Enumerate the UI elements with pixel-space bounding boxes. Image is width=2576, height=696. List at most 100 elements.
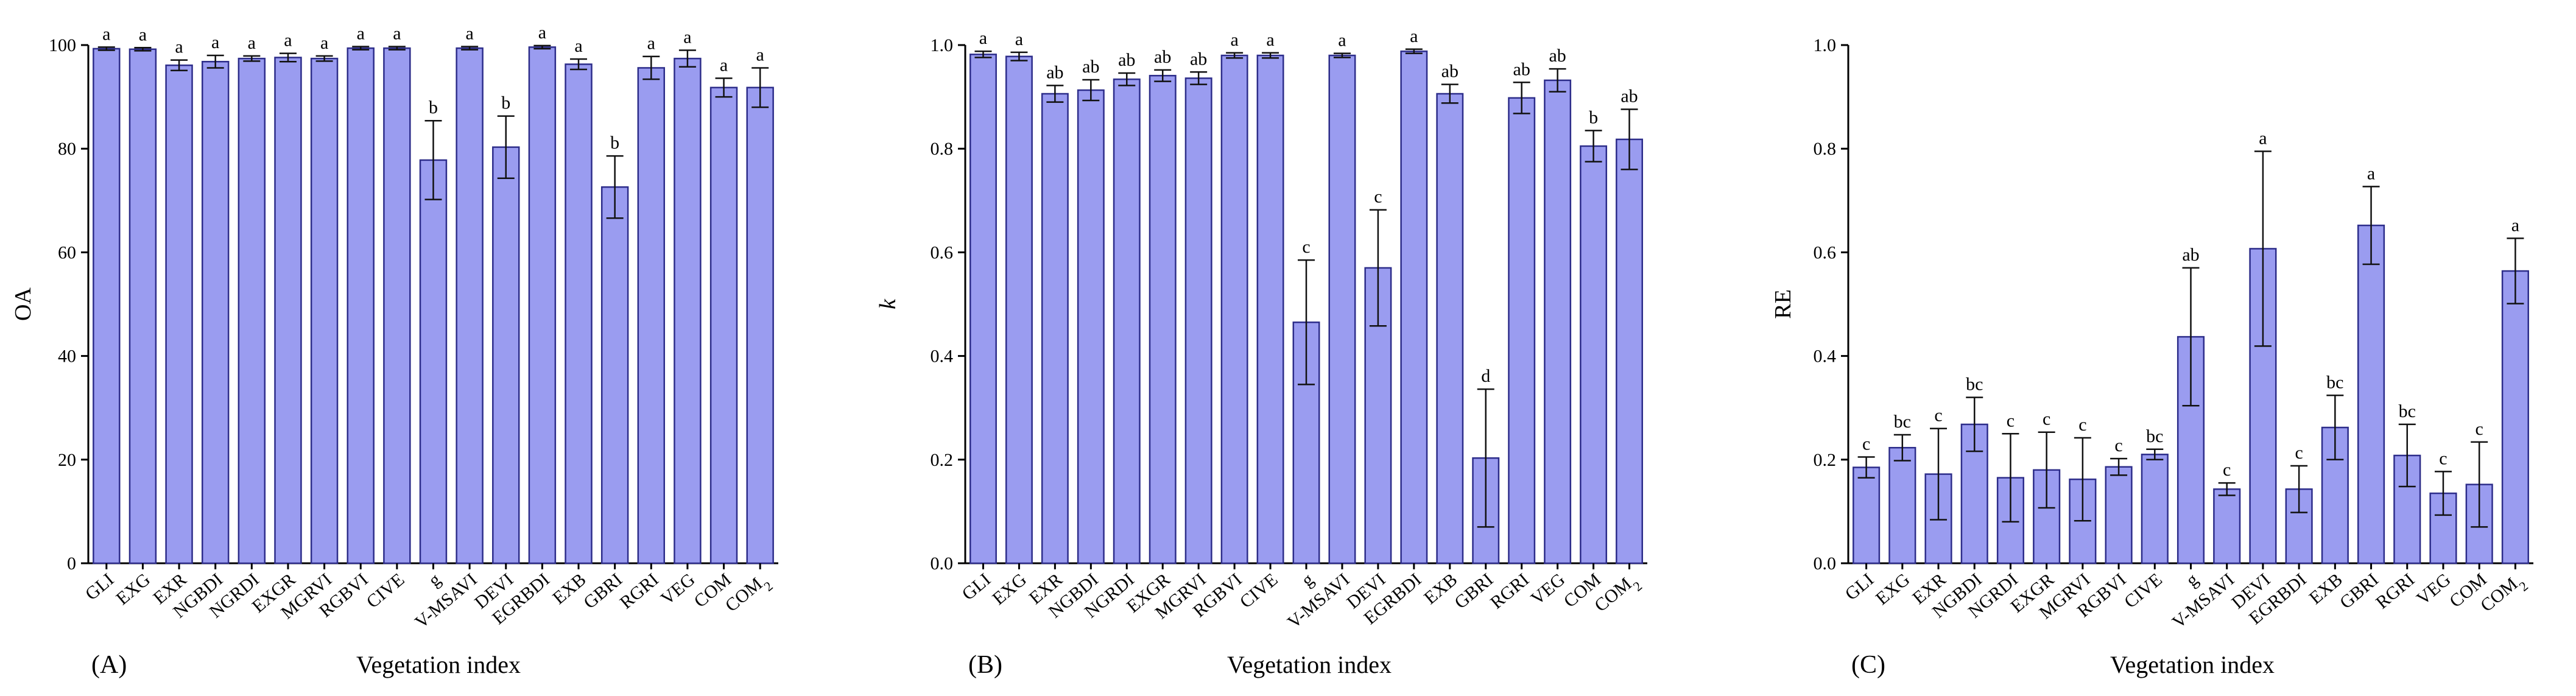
significance-letter: b — [429, 97, 438, 118]
bar — [1436, 93, 1464, 564]
chart-panel-1: 020406080100aGLIaEXGaEXRaNGBDIaNGRDIaEXG… — [10, 23, 778, 679]
bar — [565, 63, 593, 564]
significance-letter: ab — [1082, 57, 1099, 77]
y-tick-label: 80 — [58, 139, 76, 159]
significance-letter: c — [1374, 187, 1382, 207]
bar — [2141, 454, 2169, 564]
significance-letter: b — [501, 93, 510, 113]
x-tick-label: RGRI — [1487, 569, 1533, 613]
significance-letter: a — [2259, 128, 2267, 148]
significance-letter: a — [720, 55, 728, 75]
bar — [492, 146, 520, 564]
x-tick-label: CIVE — [363, 569, 409, 612]
bar — [1544, 79, 1572, 564]
y-axis-label: OA — [10, 287, 36, 321]
y-tick-label: 0.4 — [1814, 346, 1837, 367]
x-tick-label: GBRI — [580, 569, 626, 613]
y-tick-label: 0.6 — [1814, 242, 1837, 262]
bar — [419, 159, 448, 564]
panel-label: (B) — [968, 651, 1002, 679]
significance-letter: c — [2114, 435, 2122, 455]
bar — [1616, 138, 1643, 564]
x-tick-label: VEG — [657, 569, 699, 609]
bar — [1220, 54, 1248, 564]
x-tick-label: GBRI — [1451, 569, 1497, 613]
bar — [1853, 466, 1881, 564]
bar — [1005, 55, 1033, 564]
x-axis-label: Vegetation index — [1227, 651, 1392, 678]
y-tick-label: 40 — [58, 346, 76, 367]
x-tick-label: VEG — [1527, 569, 1569, 609]
significance-letter: ab — [1621, 86, 1638, 107]
bar — [1077, 89, 1105, 564]
significance-letter: ab — [1549, 46, 1566, 66]
x-tick-label: GLI — [82, 569, 118, 604]
significance-letter: a — [139, 24, 147, 44]
significance-letter: b — [1589, 107, 1598, 127]
y-tick-label: 0.2 — [931, 450, 954, 470]
y-tick-label: 100 — [49, 35, 76, 55]
significance-letter: bc — [2326, 372, 2343, 392]
bar — [456, 47, 484, 564]
y-tick-label: 0.4 — [931, 346, 954, 367]
bar — [1580, 145, 1608, 564]
y-tick-label: 0.6 — [931, 242, 954, 262]
significance-letter: a — [1015, 29, 1023, 49]
bar — [93, 47, 121, 564]
significance-letter: c — [2007, 410, 2015, 431]
significance-letter: a — [574, 36, 582, 56]
x-tick-label: g — [424, 569, 445, 591]
significance-letter: a — [393, 24, 401, 44]
panel-label: (A) — [91, 651, 127, 679]
significance-letter: a — [2367, 163, 2375, 183]
x-tick-label: V-MSAVI — [2169, 569, 2238, 633]
bar — [383, 47, 411, 564]
significance-letter: a — [2511, 215, 2519, 235]
chart-panel-3: 0.00.20.40.60.81.0cGLIbcEXGcEXRbcNGBDIcN… — [1770, 35, 2533, 679]
bar — [600, 186, 629, 564]
panel-label: (C) — [1851, 651, 1885, 679]
bar — [1888, 446, 1916, 564]
x-axis-label: Vegetation index — [2110, 651, 2275, 678]
bar — [2429, 492, 2457, 564]
significance-letter: a — [1230, 30, 1238, 50]
significance-letter: d — [1481, 366, 1490, 386]
x-tick-label: EXG — [1872, 569, 1913, 609]
bar — [970, 54, 997, 564]
bar — [709, 86, 738, 564]
significance-letter: c — [1934, 406, 1942, 426]
significance-letter: a — [538, 23, 546, 43]
x-tick-label: RGRI — [616, 569, 663, 613]
y-tick-label: 0.8 — [1814, 139, 1837, 159]
bar — [1113, 78, 1141, 564]
significance-letter: ab — [1118, 50, 1135, 70]
x-axis-label: Vegetation index — [356, 651, 521, 678]
significance-letter: ab — [1441, 62, 1459, 82]
x-tick-label: EXG — [113, 569, 154, 609]
bar — [2213, 488, 2241, 564]
bar — [1184, 77, 1212, 564]
y-tick-label: 0.8 — [931, 139, 954, 159]
significance-letter: ab — [1190, 49, 1207, 69]
significance-letter: ab — [1154, 47, 1171, 67]
significance-letter: a — [248, 33, 256, 53]
bar — [238, 57, 266, 564]
significance-letter: a — [1410, 26, 1418, 46]
significance-letter: a — [175, 37, 183, 57]
y-tick-label: 0.2 — [1814, 450, 1837, 470]
x-tick-label: COM2 — [1591, 569, 1645, 620]
bar — [746, 86, 774, 564]
significance-letter: a — [102, 24, 110, 44]
significance-letter: c — [2223, 460, 2231, 480]
chart-panel-2: 0.00.20.40.60.81.0 aGLIaEXGabEXRabNGBDIab… — [875, 26, 1647, 679]
x-tick-label: GLI — [1842, 569, 1878, 604]
significance-letter: a — [1338, 30, 1346, 51]
significance-letter: ab — [2182, 245, 2199, 265]
y-tick-label: 0.0 — [931, 554, 954, 574]
x-tick-label: COM2 — [2477, 569, 2531, 620]
bar — [347, 47, 375, 564]
significance-letter: c — [2476, 419, 2483, 439]
significance-letter: c — [2439, 448, 2447, 468]
significance-letter: a — [647, 33, 655, 54]
